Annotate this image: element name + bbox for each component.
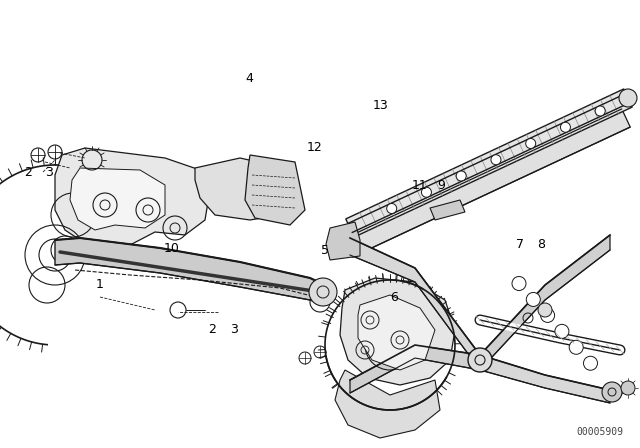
Text: 1: 1 [95,278,103,291]
Polygon shape [346,89,632,237]
Polygon shape [70,168,165,230]
Circle shape [541,308,555,323]
Circle shape [526,293,540,306]
Polygon shape [358,295,435,370]
Text: 2: 2 [24,166,32,179]
Polygon shape [430,200,465,220]
Polygon shape [55,148,210,252]
Text: 13: 13 [372,99,388,112]
Circle shape [387,203,397,214]
Polygon shape [335,370,440,438]
Text: 5: 5 [321,244,329,258]
Polygon shape [350,235,610,393]
Text: 6: 6 [390,291,397,305]
Text: 9: 9 [438,179,445,193]
Circle shape [456,171,466,181]
Polygon shape [195,158,295,220]
Circle shape [621,381,635,395]
Text: 7: 7 [516,237,524,251]
Polygon shape [340,278,455,385]
Text: 10: 10 [164,242,179,255]
Circle shape [619,89,637,107]
Circle shape [309,278,337,306]
Text: 11: 11 [412,179,427,193]
Polygon shape [344,109,630,257]
Circle shape [595,106,605,116]
Polygon shape [245,155,305,225]
Circle shape [561,122,570,132]
Circle shape [555,324,569,338]
Circle shape [512,276,526,290]
Circle shape [468,348,492,372]
Text: 3: 3 [230,323,237,336]
Circle shape [569,340,583,354]
Text: 12: 12 [307,141,323,155]
Polygon shape [350,238,610,403]
Circle shape [584,356,598,370]
Circle shape [422,187,431,197]
Circle shape [491,155,501,165]
Text: 00005909: 00005909 [577,427,623,437]
Circle shape [525,138,536,148]
Text: 8: 8 [537,237,545,251]
Text: 4: 4 [246,72,253,85]
Polygon shape [326,222,360,260]
Circle shape [602,382,622,402]
Polygon shape [55,238,325,305]
Text: 3: 3 [45,166,52,179]
Circle shape [538,303,552,317]
Text: 2: 2 [209,323,216,336]
